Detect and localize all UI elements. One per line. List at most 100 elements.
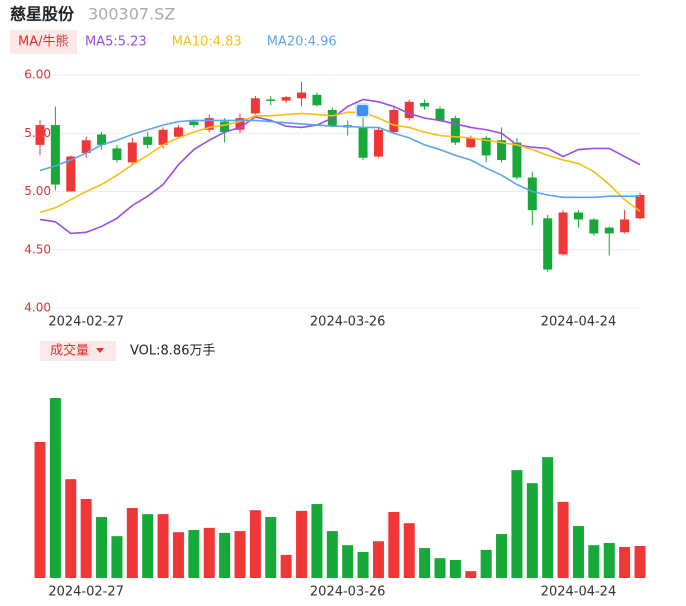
volume-bar [296, 510, 308, 578]
candle-body [266, 99, 276, 101]
volume-bar [572, 526, 584, 578]
volume-bar [465, 571, 477, 578]
y-tick-label: 4.50 [24, 242, 51, 256]
volume-bar [249, 510, 261, 578]
marker-icon [355, 103, 370, 118]
volume-bar [65, 479, 77, 578]
volume-bar [34, 442, 46, 578]
candle-body [189, 121, 199, 126]
volume-bar [311, 504, 323, 578]
candle-body [158, 129, 168, 145]
volume-bar [203, 527, 215, 578]
candle-body [35, 125, 45, 145]
ma-line [39, 111, 641, 214]
candle-body [127, 142, 137, 163]
x-tick-label: 2024-04-24 [541, 315, 617, 330]
volume-bar [526, 483, 538, 578]
volume-bar [188, 530, 200, 578]
x-tick-label: 2024-04-24 [541, 585, 617, 600]
y-tick-label: 4.00 [24, 301, 51, 315]
candle-body [297, 92, 307, 99]
chart-title: 慈星股份 [10, 5, 75, 24]
candle-body [235, 118, 245, 130]
volume-bar [265, 517, 277, 578]
x-tick-label: 2024-02-27 [48, 585, 124, 600]
candle-body [466, 137, 476, 148]
ma-line [39, 119, 640, 199]
volume-bar [480, 549, 492, 578]
candle-body [220, 121, 230, 133]
volume-bar [619, 546, 631, 578]
candle-body [143, 136, 153, 145]
candle-body [435, 108, 445, 121]
candle-body [481, 137, 491, 156]
volume-bar [603, 543, 615, 578]
candle-body [389, 109, 399, 133]
volume-bar [496, 533, 508, 578]
ma-button-bg[interactable] [10, 30, 77, 54]
x-tick-label: 2024-03-26 [310, 315, 386, 330]
candle-body [497, 140, 507, 161]
volume-bar [388, 511, 400, 578]
dropdown-arrow[interactable] [96, 348, 104, 353]
volume-label: VOL:8.86万手 [130, 344, 215, 359]
volume-bar [434, 558, 446, 578]
volume-bar [326, 531, 338, 578]
candle-body [50, 125, 60, 185]
volume-bar [172, 532, 184, 578]
volume-bar [280, 554, 292, 578]
candle-body [112, 148, 122, 161]
volume-button[interactable]: 成交量 [50, 343, 89, 359]
volume-bar [219, 532, 231, 578]
legend-entry: MA5:5.23 [85, 35, 147, 50]
volume-bar [142, 514, 154, 578]
candle-body [358, 127, 368, 158]
candle-body [81, 140, 91, 154]
candle-body [512, 142, 522, 178]
ma-button[interactable]: MA/牛熊 [18, 34, 69, 50]
candle-body [543, 218, 553, 270]
volume-bar [449, 559, 461, 578]
volume-bar [403, 523, 415, 578]
legend-entry: MA20:4.96 [267, 35, 337, 50]
chart-subtitle: 300307.SZ [88, 5, 175, 24]
volume-bar [511, 470, 523, 578]
volume-button-bg[interactable] [40, 341, 116, 361]
candle-body [573, 212, 583, 220]
candle-body [97, 134, 107, 145]
volume-bar [96, 517, 108, 578]
y-tick-label: 6.00 [24, 68, 51, 82]
volume-bar [126, 508, 138, 578]
volume-bar [588, 545, 600, 578]
candle-body [404, 101, 414, 119]
volume-bar [419, 548, 431, 578]
volume-bar [80, 499, 92, 578]
candle-body [604, 227, 614, 234]
candle-body [620, 219, 630, 233]
volume-bar [634, 546, 646, 578]
candle-body [589, 219, 599, 234]
volume-bar [342, 545, 354, 578]
candle-body [204, 118, 214, 130]
candle-body [527, 177, 537, 211]
x-tick-label: 2024-03-26 [310, 585, 386, 600]
volume-bar [557, 501, 569, 578]
candle-body [635, 194, 645, 219]
ma-line [39, 98, 641, 235]
y-tick-label: 5.00 [24, 184, 51, 198]
volume-bar [49, 398, 61, 578]
volume-bar [157, 514, 169, 578]
volume-bar [542, 457, 554, 578]
volume-bar [372, 541, 384, 578]
volume-bar [357, 552, 369, 578]
candle-body [66, 156, 76, 192]
candle-body [250, 98, 260, 114]
candle-body [173, 127, 183, 137]
legend-entry: MA10:4.83 [172, 35, 242, 50]
candle-body [373, 129, 383, 157]
candle-body [312, 94, 322, 106]
candle-body [450, 118, 460, 143]
candle-body [558, 212, 568, 255]
